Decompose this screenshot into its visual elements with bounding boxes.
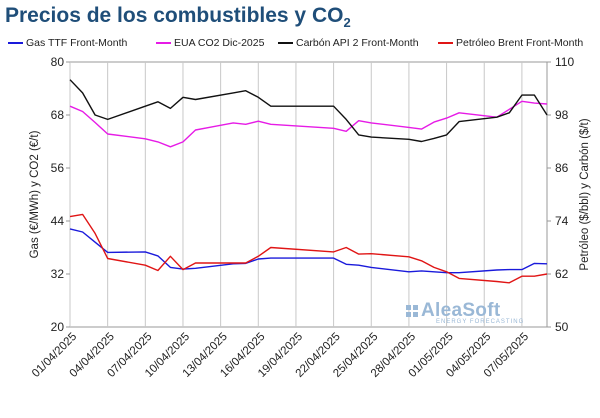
y-axis-title: Gas (€/MWh) y CO2 (€/t) xyxy=(29,130,41,258)
legend-label-brent: Petróleo Brent Front-Month xyxy=(456,37,584,49)
legend-label-co2: EUA CO2 Dic-2025 xyxy=(174,37,265,49)
y-tick-label: 44 xyxy=(51,214,65,228)
y-tick-label: 32 xyxy=(51,267,65,281)
y-tick-label: 68 xyxy=(51,108,65,122)
legend-swatch-coal xyxy=(278,42,293,44)
y2-axis-title: Petróleo ($/bbl) y Carbón ($/t) xyxy=(579,118,591,270)
chart-title-text: Precios de los combustibles y CO xyxy=(5,4,344,27)
legend-item-gas: Gas TTF Front-Month xyxy=(8,37,127,49)
y-tick-label: 80 xyxy=(51,55,65,69)
legend: Gas TTF Front-Month EUA CO2 Dic-2025 Car… xyxy=(0,37,600,53)
legend-label-gas: Gas TTF Front-Month xyxy=(26,37,128,49)
series-line-carbon-api2 xyxy=(69,79,548,143)
y-tick-label: 56 xyxy=(51,161,65,175)
y2-tick-label: 98 xyxy=(555,108,569,122)
aleasoft-logo-icon xyxy=(406,305,418,317)
plot-area xyxy=(69,61,548,328)
legend-swatch-gas xyxy=(8,42,23,44)
chart-title-subscript: 2 xyxy=(343,15,351,31)
y2-tick-label: 110 xyxy=(555,55,574,69)
y2-tick-label: 50 xyxy=(555,320,569,334)
legend-item-brent: Petróleo Brent Front-Month xyxy=(438,37,583,49)
legend-item-co2: EUA CO2 Dic-2025 xyxy=(156,37,264,49)
legend-swatch-brent xyxy=(438,42,453,44)
y2-tick-label: 74 xyxy=(555,214,569,228)
legend-label-coal: Carbón API 2 Front-Month xyxy=(296,37,419,49)
chart-title: Precios de los combustibles y CO2 xyxy=(5,4,351,30)
legend-swatch-co2 xyxy=(156,42,171,44)
y2-tick-label: 86 xyxy=(555,161,569,175)
series-line-eua-co2 xyxy=(69,100,548,148)
series-line-gas-ttf xyxy=(69,228,548,274)
watermark-brand: AleaSoft xyxy=(406,300,524,322)
watermark-tagline: ENERGY FORECASTING xyxy=(436,319,525,325)
series-line-brent xyxy=(69,213,548,284)
legend-item-coal: Carbón API 2 Front-Month xyxy=(278,37,419,49)
watermark: AleaSoft ENERGY FORECASTING xyxy=(406,300,524,325)
watermark-brand-text: AleaSoft xyxy=(421,300,501,321)
y2-tick-label: 62 xyxy=(555,267,569,281)
y-tick-label: 20 xyxy=(51,320,65,334)
